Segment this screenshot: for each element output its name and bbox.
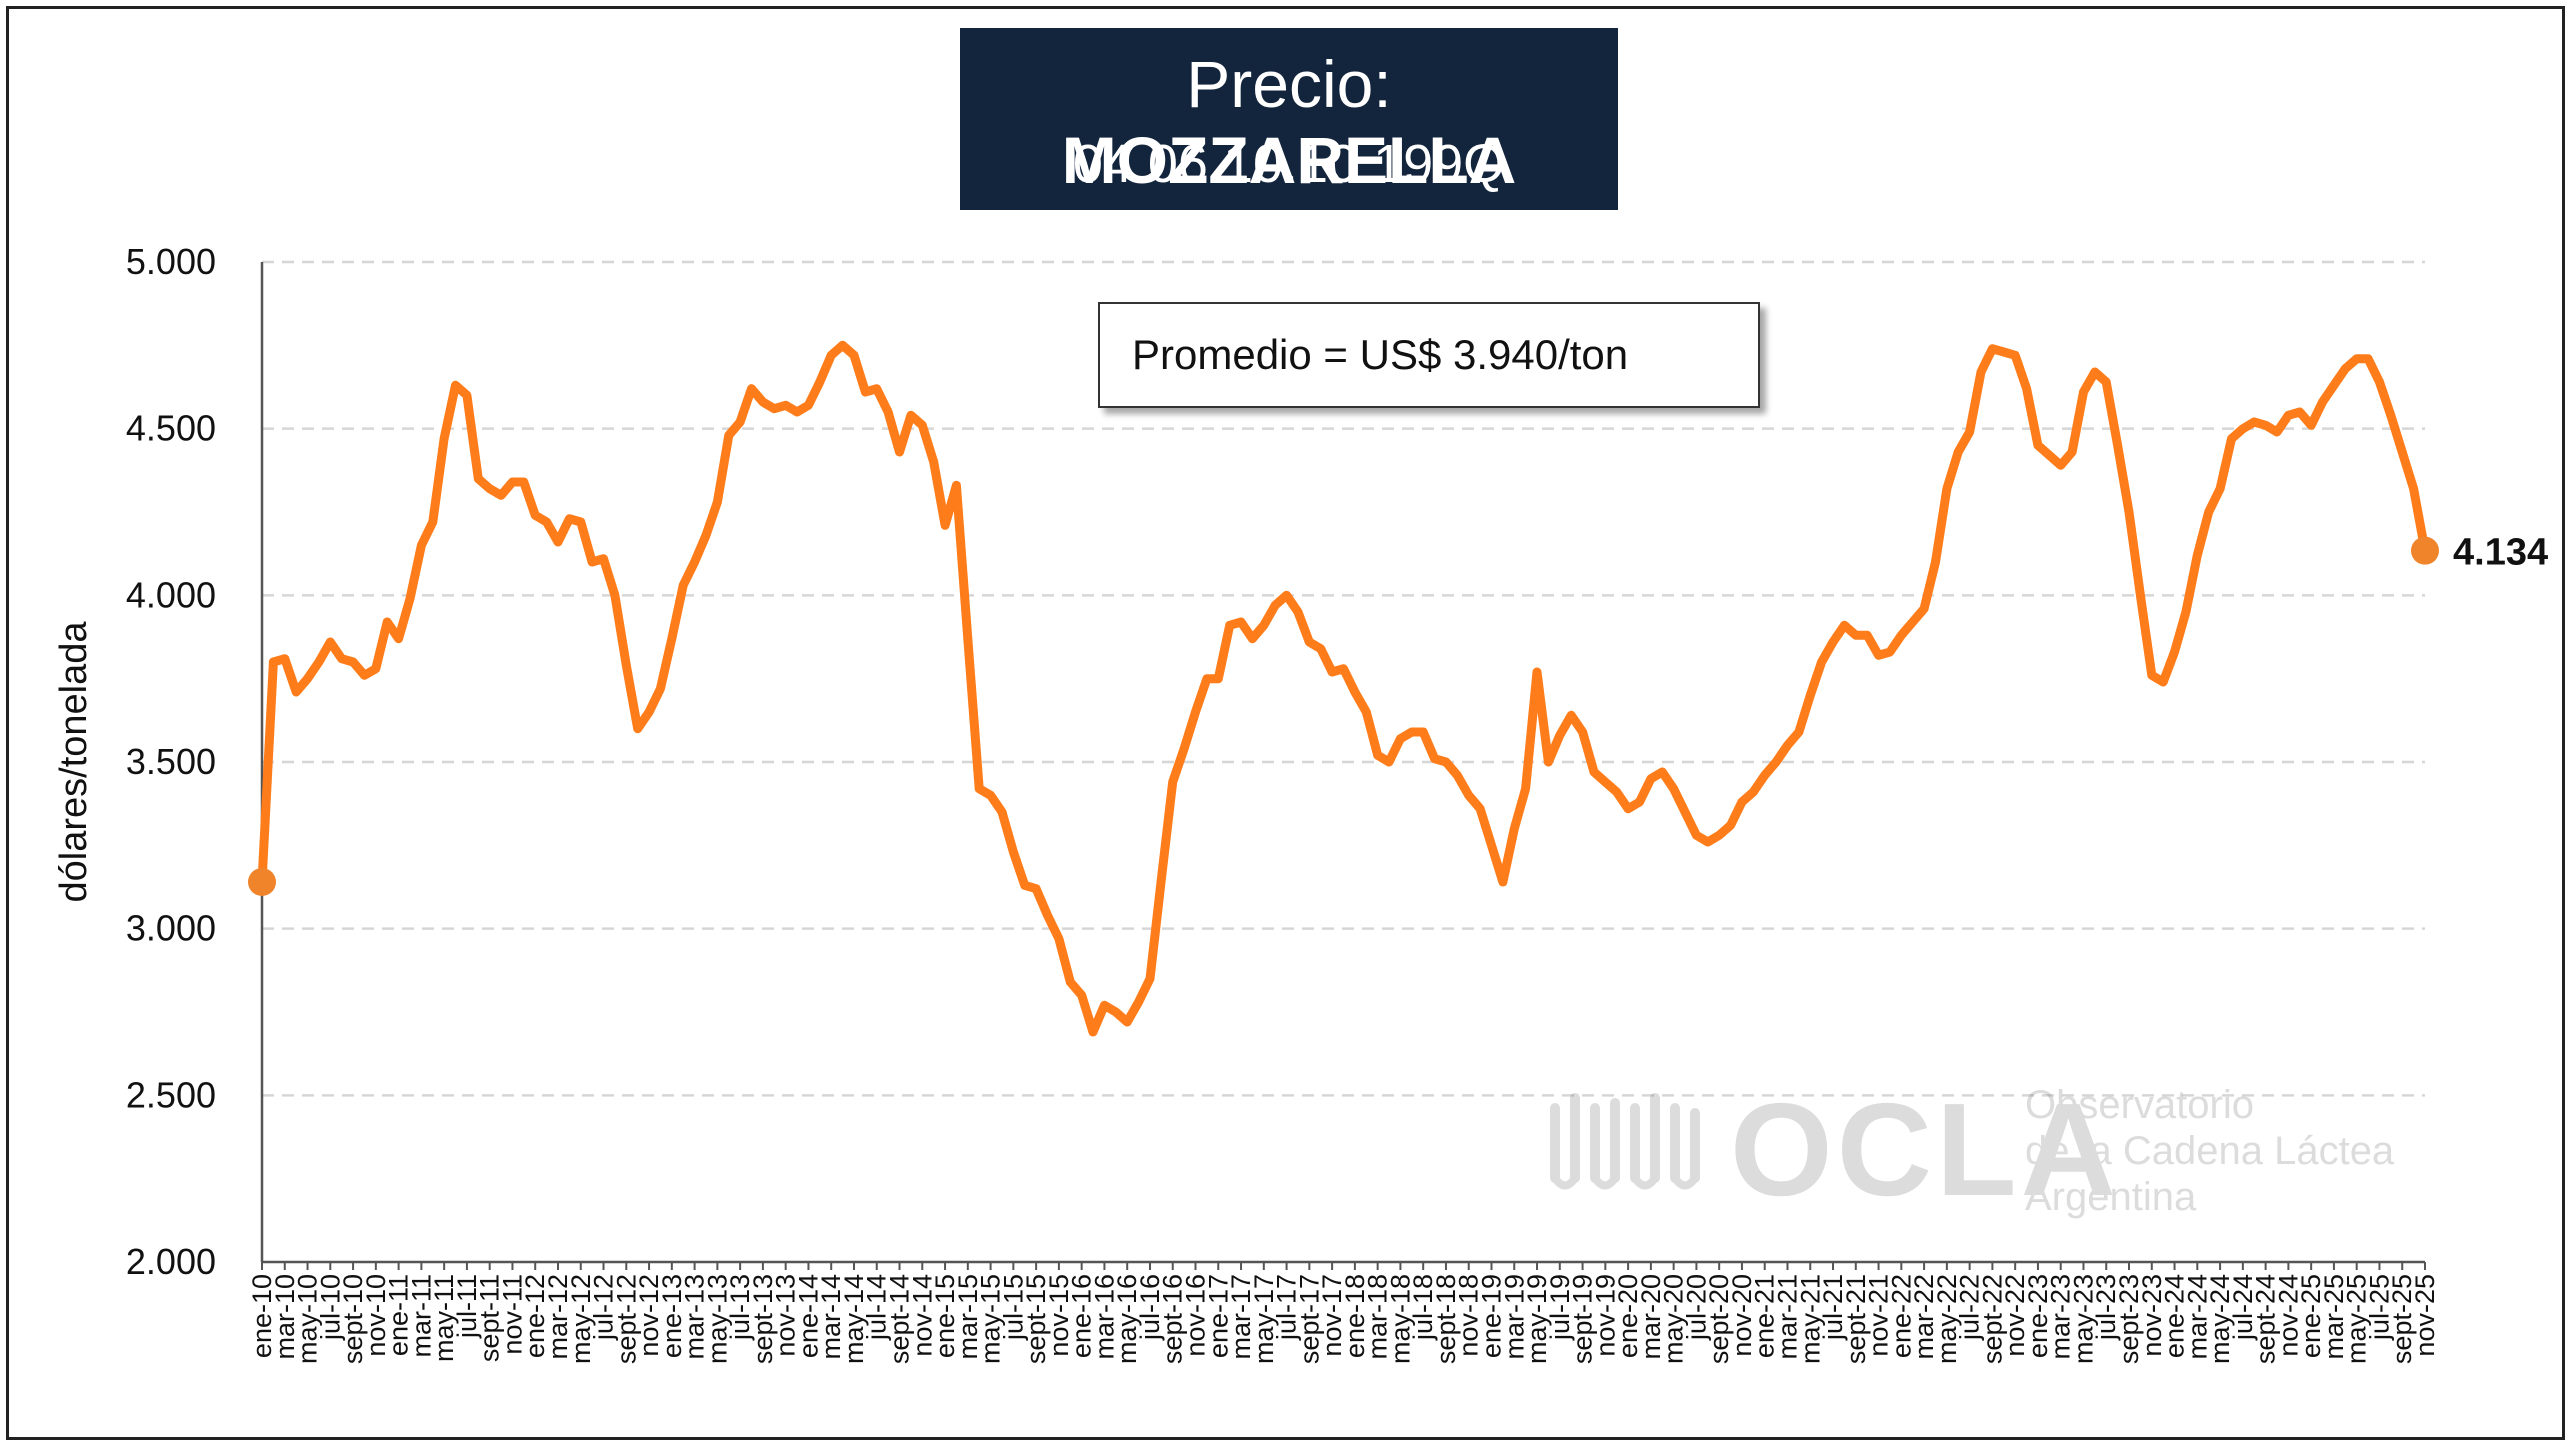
y-axis-label: dólares/tonelada — [53, 621, 95, 903]
ocla-watermark: OCLA Observatorio de la Cadena Láctea Ar… — [1545, 1078, 2425, 1198]
first-point-marker — [248, 868, 276, 896]
last-value-label: 4.134 — [2453, 532, 2548, 574]
x-tick-label: nov-25 — [2410, 1274, 2440, 1357]
ocla-logo-icon — [1545, 1078, 1725, 1198]
watermark-text: Observatorio de la Cadena Láctea Argenti… — [2025, 1082, 2394, 1220]
average-annotation: Promedio = US$ 3.940/ton — [1098, 302, 1760, 408]
y-tick-label: 2.000 — [126, 1241, 216, 1282]
y-tick-label: 3.500 — [126, 741, 216, 782]
y-tick-label: 5.000 — [126, 241, 216, 282]
y-tick-label: 4.500 — [126, 408, 216, 449]
watermark-line2: de la Cadena Láctea — [2025, 1128, 2394, 1174]
y-tick-label: 2.500 — [126, 1074, 216, 1115]
y-tick-label: 4.000 — [126, 574, 216, 615]
last-point-marker — [2411, 537, 2439, 565]
watermark-line3: Argentina — [2025, 1174, 2394, 1220]
y-tick-label: 3.000 — [126, 908, 216, 949]
watermark-line1: Observatorio — [2025, 1082, 2394, 1128]
